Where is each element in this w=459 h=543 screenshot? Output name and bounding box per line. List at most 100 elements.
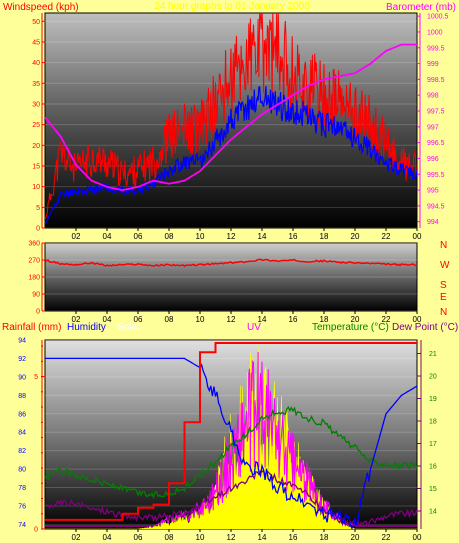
wind-y-tick-label: 20 — [32, 143, 40, 150]
wind-x-tick-label: 18 — [320, 232, 329, 241]
humidity-y-tick-label: 90 — [18, 374, 26, 381]
humidity-y-tick-label: 86 — [18, 411, 26, 418]
temperature-series-line — [45, 406, 417, 500]
wind-y-tick-label: 10 — [32, 184, 40, 191]
humidity-y-tick-label: 80 — [18, 467, 26, 474]
solar-axis-label: Solar — [117, 322, 141, 333]
direction-x-tick-label: 10 — [196, 315, 205, 324]
rain-y-tick-label: 5 — [34, 374, 38, 381]
direction-y-tick-label: 180 — [28, 275, 40, 282]
barometer-y-tick-label: 994.5 — [427, 203, 445, 210]
humidity-y-tick-label: 82 — [18, 448, 26, 455]
windspeed-axis-label: Windspeed (kph) — [3, 2, 79, 13]
compass-e: E — [440, 292, 447, 303]
wind-x-tick-label: 22 — [382, 232, 391, 241]
direction-x-tick-label: 06 — [134, 315, 143, 324]
wind-x-tick-label: 04 — [103, 232, 112, 241]
wind-y-tick-label: 15 — [32, 163, 40, 170]
temperature-y-tick-label: 17 — [429, 441, 437, 448]
humidity-axis-label: Humidity — [67, 322, 106, 333]
wind-x-tick-label: 10 — [196, 232, 205, 241]
barometer-y-tick-label: 1000 — [427, 29, 443, 36]
barometer-y-tick-label: 998.5 — [427, 77, 445, 84]
temperature-y-tick-label: 15 — [429, 486, 437, 493]
direction-x-tick-label: 02 — [72, 315, 81, 324]
wind-x-tick-label: 00 — [413, 232, 422, 241]
direction-x-tick-label: 08 — [165, 315, 174, 324]
rain-x-tick-label: 08 — [165, 533, 174, 542]
direction-x-tick-label: 22 — [382, 315, 391, 324]
barometer-y-tick-label: 995 — [427, 188, 439, 195]
rain-x-tick-label: 20 — [351, 533, 360, 542]
humidity-y-tick-label: 94 — [18, 338, 26, 345]
temperature-y-tick-label: 19 — [429, 396, 437, 403]
direction-y-tick-label: 0 — [36, 309, 40, 316]
temperature-axis-label: Temperature (°C) — [312, 322, 389, 333]
rain-x-tick-label: 00 — [413, 533, 422, 542]
direction-x-tick-label: 04 — [103, 315, 112, 324]
compass-n-bottom: N — [440, 307, 447, 318]
humidity-y-tick-label: 78 — [18, 485, 26, 492]
humidity-y-tick-label: 76 — [18, 503, 26, 510]
direction-x-tick-label: 00 — [413, 315, 422, 324]
temperature-y-tick-label: 18 — [429, 419, 437, 426]
wind-y-tick-label: 30 — [32, 101, 40, 108]
rain-x-tick-label: 10 — [196, 533, 205, 542]
wind-x-tick-label: 16 — [289, 232, 298, 241]
direction-x-tick-label: 16 — [289, 315, 298, 324]
direction-x-tick-label: 12 — [227, 315, 236, 324]
direction-plot-area — [44, 242, 418, 312]
direction-x-tick-label: 14 — [258, 315, 267, 324]
direction-y-tick-label: 90 — [32, 292, 40, 299]
barometer-axis-label: Barometer (mb) — [386, 2, 456, 13]
wind-y-tick-label: 25 — [32, 122, 40, 129]
barometer-y-tick-label: 996.5 — [427, 140, 445, 147]
humidity-y-tick-label: 92 — [18, 356, 26, 363]
rain-x-tick-label: 12 — [227, 533, 236, 542]
barometer-y-tick-label: 997.5 — [427, 109, 445, 116]
barometer-y-tick-label: 998 — [427, 93, 439, 100]
uv-axis-label: UV — [247, 322, 261, 333]
barometer-series-line — [45, 43, 417, 192]
wind-x-tick-label: 12 — [227, 232, 236, 241]
barometer-y-tick-label: 999.5 — [427, 45, 445, 52]
rain-x-tick-label: 16 — [289, 533, 298, 542]
rain-x-tick-label: 04 — [103, 533, 112, 542]
temperature-y-tick-label: 21 — [429, 351, 437, 358]
direction-x-tick-label: 20 — [351, 315, 360, 324]
rain-x-tick-label: 18 — [320, 533, 329, 542]
wind-y-tick-label: 50 — [32, 19, 40, 26]
temperature-y-tick-label: 16 — [429, 464, 437, 471]
rainfall-axis-label: Rainfall (mm) — [2, 322, 61, 333]
rain-x-tick-label: 02 — [72, 533, 81, 542]
barometer-y-tick-label: 996 — [427, 156, 439, 163]
compass-n-top: N — [440, 240, 447, 251]
windspeed-series-line — [45, 13, 417, 220]
wind-x-tick-label: 02 — [72, 232, 81, 241]
chart-title: 24 hour graphs to 01 January 2008 — [154, 1, 310, 12]
windspeed-avg-series-line — [45, 85, 417, 224]
barometer-y-tick-label: 995.5 — [427, 172, 445, 179]
humidity-y-tick-label: 74 — [18, 522, 26, 529]
direction-y-tick-label: 270 — [28, 258, 40, 265]
temperature-y-tick-label: 20 — [429, 374, 437, 381]
barometer-y-tick-label: 997 — [427, 124, 439, 131]
temperature-y-tick-label: 14 — [429, 509, 437, 516]
wind-x-tick-label: 20 — [351, 232, 360, 241]
wind-y-tick-label: 40 — [32, 60, 40, 67]
barometer-y-tick-label: 1000.5 — [427, 14, 449, 21]
dewpoint-series-line — [45, 469, 417, 529]
rainfall-series-line — [45, 342, 417, 521]
humidity-y-tick-label: 88 — [18, 393, 26, 400]
wind-y-tick-label: 35 — [32, 81, 40, 88]
wind-x-tick-label: 06 — [134, 232, 143, 241]
dewpoint-axis-label: Dew Point (°C) — [392, 322, 458, 333]
wind-y-tick-label: 5 — [36, 205, 40, 212]
compass-s: S — [440, 280, 447, 291]
direction-y-tick-label: 360 — [28, 241, 40, 248]
rain-y-tick-label: 0 — [34, 527, 38, 534]
barometer-y-tick-label: 994 — [427, 219, 439, 226]
wind-x-tick-label: 08 — [165, 232, 174, 241]
direction-x-tick-label: 18 — [320, 315, 329, 324]
